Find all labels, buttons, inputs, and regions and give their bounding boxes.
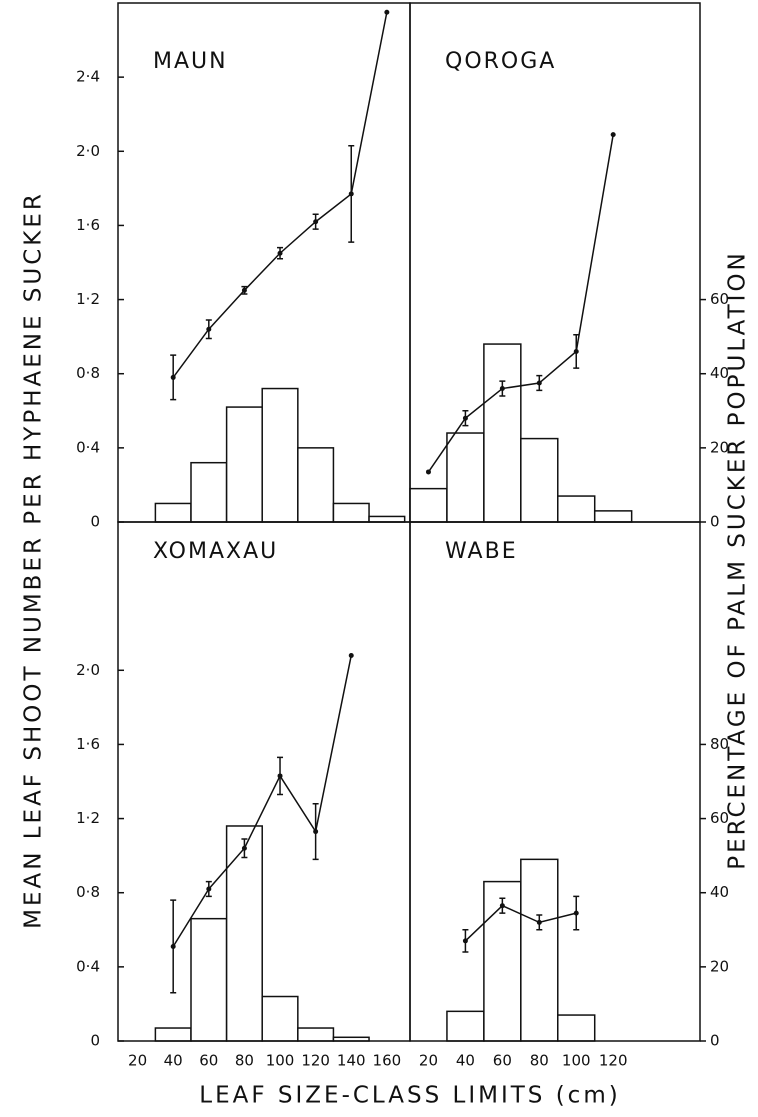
- histogram-bar: [261, 387, 299, 523]
- mean-point: [241, 845, 247, 851]
- y2-tick-label: 60: [710, 290, 729, 308]
- mean-point: [277, 773, 283, 779]
- mean-line: [172, 655, 352, 947]
- panel-title: XOMAXAU: [153, 539, 278, 564]
- histogram-bar: [368, 515, 406, 523]
- mean-point: [170, 943, 176, 949]
- mean-line: [464, 904, 577, 942]
- y2-tick-label: 20: [710, 438, 729, 456]
- x-tick-label: 120: [301, 1052, 330, 1070]
- mean-point: [313, 829, 319, 835]
- histogram-bar: [154, 502, 192, 523]
- mean-point: [573, 910, 579, 916]
- y2-axis-title: PERCENTAGE OF PALM SUCKER POPULATION: [725, 250, 751, 870]
- y-tick-label: 1·2: [76, 809, 100, 827]
- x-axis-title: LEAF SIZE-CLASS LIMITS (cm): [199, 1083, 620, 1109]
- histogram-bar: [446, 432, 485, 523]
- histogram-bar: [557, 1014, 596, 1042]
- y-tick-label: 1·6: [76, 735, 100, 753]
- histogram-bar: [557, 495, 596, 523]
- histogram-bar: [297, 447, 335, 523]
- histogram-bar: [520, 437, 559, 523]
- panel-frame: [117, 521, 411, 1042]
- mean-point: [348, 652, 354, 658]
- y-tick-label: 1·6: [76, 216, 100, 234]
- y-tick-label: 2·0: [76, 142, 100, 160]
- histogram-bar: [483, 343, 522, 523]
- y-tick-label: 2·0: [76, 661, 100, 679]
- y-tick-label: 0: [90, 1032, 100, 1050]
- y2-tick-label: 20: [710, 957, 729, 975]
- mean-point: [206, 326, 212, 332]
- x-tick-label: 60: [493, 1052, 512, 1070]
- mean-point: [384, 9, 390, 15]
- mean-point: [277, 250, 283, 256]
- x-tick-label: 100: [266, 1052, 295, 1070]
- x-tick-label: 20: [419, 1052, 438, 1070]
- y2-tick-label: 0: [710, 1032, 720, 1050]
- x-tick-label: 40: [456, 1052, 475, 1070]
- histogram-bar: [409, 487, 448, 523]
- mean-line: [427, 134, 614, 473]
- histogram-bar: [332, 502, 370, 523]
- y-tick-label: 0·8: [76, 364, 100, 382]
- histogram-bar: [520, 858, 559, 1042]
- histogram-bar: [446, 1010, 485, 1042]
- mean-point: [462, 938, 468, 944]
- x-tick-label: 120: [599, 1052, 628, 1070]
- y-axis-title: MEAN LEAF SHOOT NUMBER PER HYPHAENE SUCK…: [21, 191, 47, 929]
- mean-point: [313, 219, 319, 225]
- histogram-bar: [593, 510, 633, 523]
- mean-point: [170, 374, 176, 380]
- mean-point: [536, 380, 542, 386]
- mean-point: [425, 469, 431, 475]
- histogram-bar: [190, 917, 228, 1042]
- mean-point: [610, 132, 616, 138]
- y2-tick-label: 0: [710, 513, 720, 531]
- mean-point: [462, 415, 468, 421]
- y-tick-label: 0·4: [76, 957, 100, 975]
- histogram-bar: [297, 1027, 335, 1042]
- x-tick-label: 160: [373, 1052, 402, 1070]
- x-tick-label: 40: [164, 1052, 183, 1070]
- panel-title: QOROGA: [445, 49, 556, 74]
- mean-point: [241, 287, 247, 293]
- histogram-bar: [225, 406, 263, 523]
- mean-point: [536, 919, 542, 925]
- mean-point: [206, 886, 212, 892]
- y-tick-label: 2·4: [76, 68, 100, 86]
- y-tick-label: 0: [90, 513, 100, 531]
- x-tick-label: 20: [128, 1052, 147, 1070]
- mean-point: [499, 386, 505, 392]
- y-tick-label: 0·8: [76, 883, 100, 901]
- histogram-bar: [190, 461, 228, 523]
- mean-point: [348, 191, 354, 197]
- x-tick-label: 80: [235, 1052, 254, 1070]
- x-tick-label: 100: [562, 1052, 591, 1070]
- y-tick-label: 1·2: [76, 290, 100, 308]
- panel-title: WABE: [445, 539, 518, 564]
- y2-tick-label: 60: [710, 809, 729, 827]
- histogram-bar: [261, 995, 299, 1042]
- x-tick-label: 80: [530, 1052, 549, 1070]
- panel-title: MAUN: [153, 49, 228, 74]
- x-tick-label: 60: [199, 1052, 218, 1070]
- y2-tick-label: 40: [710, 364, 729, 382]
- y-tick-label: 0·4: [76, 438, 100, 456]
- x-tick-label: 140: [337, 1052, 366, 1070]
- panel-frame: [409, 521, 701, 1042]
- mean-point: [573, 348, 579, 354]
- histogram-bar: [154, 1027, 192, 1042]
- mean-point: [499, 903, 505, 909]
- y2-tick-label: 40: [710, 883, 729, 901]
- y2-tick-label: 80: [710, 735, 729, 753]
